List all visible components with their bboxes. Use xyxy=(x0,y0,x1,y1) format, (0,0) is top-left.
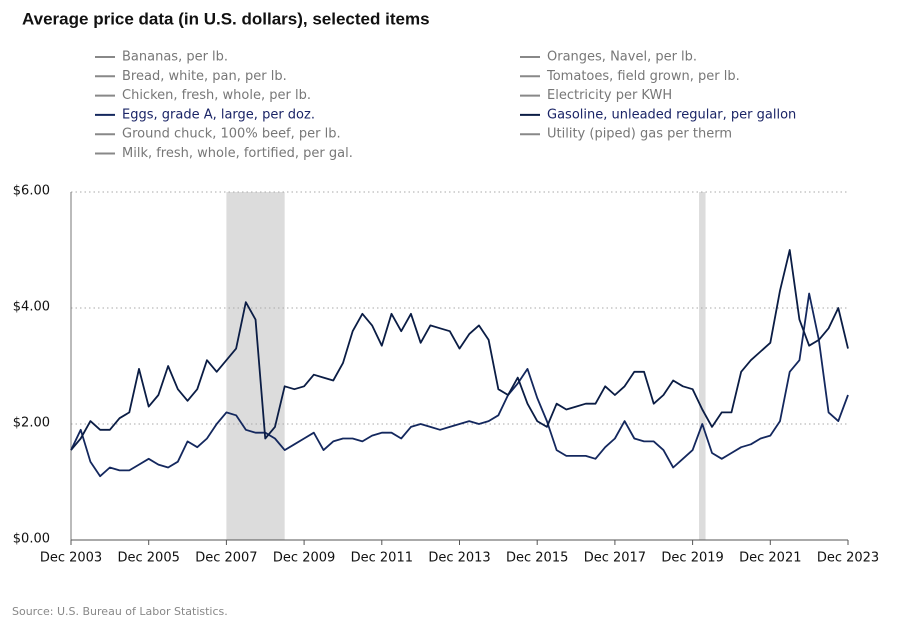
chart-title: Average price data (in U.S. dollars), se… xyxy=(22,9,430,28)
legend-label: Ground chuck, 100% beef, per lb. xyxy=(122,127,341,142)
x-tick-label: Dec 2015 xyxy=(506,551,568,566)
series-line xyxy=(70,292,849,478)
x-tick-label: Dec 2005 xyxy=(118,551,180,566)
series-line xyxy=(70,249,849,451)
y-tick-label: $2.00 xyxy=(13,416,50,431)
legend-label: Gasoline, unleaded regular, per gallon xyxy=(547,107,796,122)
legend-label: Milk, fresh, whole, fortified, per gal. xyxy=(122,146,353,161)
source-note: Source: U.S. Bureau of Labor Statistics. xyxy=(12,605,228,618)
legend-label: Oranges, Navel, per lb. xyxy=(547,50,697,65)
shaded-period xyxy=(226,192,285,540)
legend-label: Bananas, per lb. xyxy=(122,50,228,65)
x-tick-label: Dec 2003 xyxy=(40,551,102,566)
x-tick-label: Dec 2007 xyxy=(195,551,257,566)
y-tick-label: $6.00 xyxy=(13,184,50,199)
shaded-period xyxy=(699,192,706,540)
legend-label: Chicken, fresh, whole, per lb. xyxy=(122,88,311,103)
x-tick-label: Dec 2017 xyxy=(584,551,646,566)
x-tick-label: Dec 2011 xyxy=(351,551,413,566)
x-tick-label: Dec 2023 xyxy=(817,551,879,566)
x-tick-label: Dec 2009 xyxy=(273,551,335,566)
legend-label: Bread, white, pan, per lb. xyxy=(122,69,287,84)
legend-label: Electricity per KWH xyxy=(547,88,672,103)
legend-label: Tomatoes, field grown, per lb. xyxy=(546,69,740,84)
legend-label: Utility (piped) gas per therm xyxy=(547,127,732,142)
legend-label: Eggs, grade A, large, per doz. xyxy=(122,107,315,122)
x-tick-label: Dec 2013 xyxy=(428,551,490,566)
x-tick-label: Dec 2019 xyxy=(661,551,723,566)
y-tick-label: $0.00 xyxy=(13,532,50,547)
y-tick-label: $4.00 xyxy=(13,300,50,315)
x-tick-label: Dec 2021 xyxy=(739,551,801,566)
